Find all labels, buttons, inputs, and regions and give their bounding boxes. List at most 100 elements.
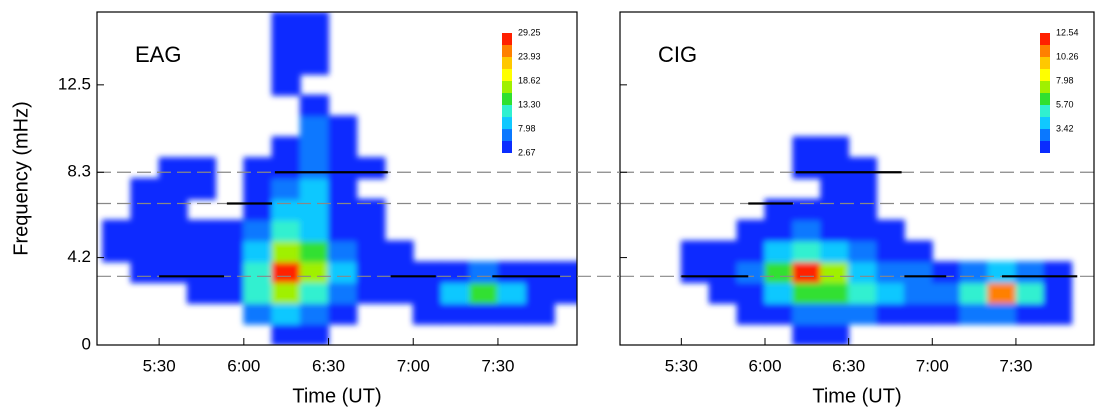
contour-cell (186, 282, 217, 304)
contour-cell (987, 302, 1017, 325)
colorbar-band (1040, 117, 1050, 129)
contour-cell (299, 219, 330, 242)
colorbar-label: 13.30 (518, 99, 541, 109)
contour-cell (271, 219, 301, 242)
contour-cell (876, 240, 905, 263)
contour-cell (299, 53, 330, 75)
x-tick-label: 5:30 (665, 356, 698, 375)
contour-cell (271, 32, 301, 55)
contour-cell (792, 136, 822, 159)
contour-cell (384, 240, 414, 263)
contour-cell (848, 157, 878, 179)
colorbar-band (1040, 105, 1050, 117)
contour-cell (328, 261, 358, 284)
contour-cell (299, 302, 330, 325)
contour-cell (130, 198, 160, 221)
colorbar-label: 12.54 (1056, 27, 1079, 37)
colorbar-band (1040, 69, 1050, 81)
colorbar-label: 7.98 (1056, 75, 1074, 85)
contour-cell (903, 261, 933, 284)
contour-cell (469, 302, 499, 325)
contour-cell (959, 261, 989, 284)
contour-cell (102, 240, 132, 263)
contour-cell (876, 302, 905, 325)
contour-cell (130, 261, 160, 284)
colorbar-band (1040, 45, 1050, 57)
contour-cell (215, 282, 245, 304)
contour-cell (130, 219, 160, 242)
contour-cell (299, 136, 330, 159)
colorbar-band (502, 80, 512, 93)
y-tick-label: 8.3 (67, 162, 91, 181)
contour-cell (412, 302, 442, 325)
x-axis-title: Time (UT) (292, 385, 381, 407)
contour-cell (708, 282, 738, 304)
contour-cell (469, 282, 499, 304)
contour-cell (497, 282, 527, 304)
contour-cell (271, 282, 301, 304)
contour-cell (987, 282, 1017, 304)
contour-cell (299, 178, 330, 200)
contour-cell (820, 240, 850, 263)
contour-cell (959, 282, 989, 304)
contour-cell (328, 198, 358, 221)
contour-cell (903, 302, 933, 325)
contour-cell (328, 219, 358, 242)
contour-cell (271, 157, 301, 179)
contour-cell (158, 240, 188, 263)
y-axis-title: Frequency (mHz) (10, 101, 32, 255)
colorbar-band (502, 68, 512, 81)
contour-cell (736, 302, 766, 325)
contour-cell (876, 261, 905, 284)
contour-cell (680, 240, 710, 263)
contour-cell (792, 219, 822, 242)
colorbar-band (1040, 81, 1050, 93)
colorbar-band (502, 117, 512, 130)
contour-cell (271, 240, 301, 263)
contour-cell (931, 302, 961, 325)
contour-cell (848, 261, 878, 284)
contour-cell (792, 302, 822, 325)
x-tick-label: 6:30 (832, 356, 865, 375)
contour-cell (186, 157, 217, 179)
contour-cell (792, 323, 822, 345)
contour-cell (356, 219, 386, 242)
contour-cell (440, 282, 471, 304)
contour-cell (243, 219, 273, 242)
contour-cell (820, 136, 850, 159)
contour-cell (328, 115, 358, 138)
contour-cell (764, 261, 794, 284)
colorbar-band (1040, 129, 1050, 141)
colorbar-label: 2.67 (518, 147, 536, 157)
contour-cell (680, 261, 710, 284)
x-tick-label: 7:30 (481, 356, 514, 375)
colorbar-band (502, 45, 512, 58)
contour-cell (876, 282, 905, 304)
contour-cell (736, 240, 766, 263)
contour-cell (158, 178, 188, 200)
contour-cell (764, 302, 794, 325)
contour-cell (792, 240, 822, 263)
x-tick-label: 6:30 (312, 356, 345, 375)
contour-cell (186, 261, 217, 284)
x-tick-label: 5:30 (143, 356, 176, 375)
contour-cell (356, 240, 386, 263)
contour-cell (271, 261, 301, 284)
contour-cell (299, 261, 330, 284)
contour-cell (792, 157, 822, 179)
contour-cell (271, 136, 301, 159)
y-tick-label: 4.2 (67, 247, 91, 266)
contour-cell (820, 219, 850, 242)
contour-cell (903, 282, 933, 304)
plot-area (102, 12, 577, 345)
contour-cell (764, 240, 794, 263)
colorbar-band (502, 93, 512, 106)
contour-cell (271, 73, 301, 96)
contour-cell (299, 32, 330, 55)
contour-cell (412, 261, 442, 284)
colorbar-label: 7.98 (518, 123, 536, 133)
contour-cell (299, 198, 330, 221)
colorbar-band (502, 105, 512, 118)
contour-cell (736, 282, 766, 304)
contour-cell (186, 240, 217, 263)
